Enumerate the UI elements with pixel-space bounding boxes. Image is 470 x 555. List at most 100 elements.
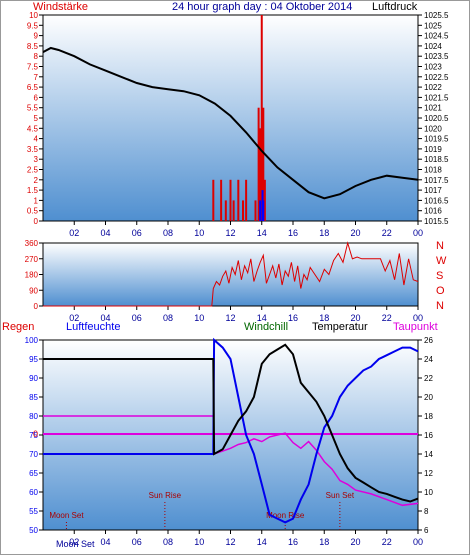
y-tick-label: 8 [34, 52, 39, 61]
wind-bar [262, 107, 265, 221]
y-tick-label: 26 [424, 336, 433, 345]
x-tick-label: 04 [100, 228, 110, 238]
compass-label: N [436, 300, 444, 312]
x-tick-label: 22 [382, 313, 392, 323]
humidity-axis-ticks: 50 55 60 65 70 75 80 85 90 95 100 [25, 336, 43, 535]
compass-label: S [436, 270, 443, 282]
y-tick-label: 6 [34, 93, 39, 102]
legend-rain: Regen [2, 321, 34, 333]
y-tick-label: 3.5 [27, 145, 39, 154]
direction-x-ticks: 02 04 06 08 10 12 14 16 18 20 22 00 [69, 306, 423, 323]
y-tick-label: 8 [424, 507, 429, 516]
y-tick-label: 0 [34, 217, 39, 226]
wind-gust-bars [259, 190, 265, 221]
x-tick-label: 00 [413, 228, 423, 238]
y-tick-label: 6 [424, 526, 429, 535]
y-tick-label: 1025 [424, 21, 442, 30]
chart-title: 24 hour graph day : 04 Oktober 2014 [172, 1, 352, 13]
y-tick-label: 1022 [424, 83, 442, 92]
wind-axis-ticks: 00.5 11.522.5 33.54 4.555.5 66.577.5 88.59 9.5… [27, 11, 43, 226]
humidity-x-ticks: 02 04 06 08 10 12 14 16 18 20 22 00 [69, 530, 423, 547]
y-tick-label: 0 [34, 302, 39, 311]
y-tick-label: 0.5 [27, 207, 39, 216]
x-tick-label: 18 [319, 228, 329, 238]
x-tick-label: 06 [132, 537, 142, 547]
y-tick-label: 55 [29, 507, 38, 516]
y-tick-label: 16 [424, 431, 433, 440]
y-tick-label: 1020.5 [424, 114, 449, 123]
direction-axis-ticks: 0 90 180 270 360 [25, 239, 43, 311]
x-tick-label: 22 [382, 228, 392, 238]
x-tick-label: 16 [288, 313, 298, 323]
y-tick-label: 1024 [424, 42, 442, 51]
x-tick-label: 18 [319, 313, 329, 323]
y-tick-label: 1019 [424, 145, 442, 154]
wind-pressure-chart: Windstärke 24 hour graph day : 04 Oktobe… [27, 1, 449, 238]
x-tick-label: 02 [69, 313, 79, 323]
rain-label: 0 [33, 429, 38, 439]
y-tick-label: 9.5 [27, 21, 39, 30]
y-tick-label: 1017.5 [424, 176, 449, 185]
y-tick-label: 75 [29, 431, 38, 440]
y-tick-label: 3 [34, 155, 39, 164]
astro-events: Moon Set Sun Rise Sun Set Moon Rise [49, 491, 355, 530]
wind-bar [242, 200, 244, 221]
legend-windchill: Windchill [244, 321, 288, 333]
pressure-line [42, 46, 419, 200]
x-tick-label: 14 [257, 228, 267, 238]
y-tick-label: 10 [29, 11, 38, 20]
y-tick-label: 7 [34, 73, 39, 82]
wind-bar [232, 200, 235, 221]
y-tick-label: 14 [424, 450, 433, 459]
y-tick-label: 10 [424, 488, 433, 497]
y-tick-label: 1025.5 [424, 11, 449, 20]
y-tick-label: 85 [29, 393, 38, 402]
x-tick-label: 14 [257, 313, 267, 323]
y-tick-label: 1020 [424, 124, 442, 133]
y-tick-label: 60 [29, 488, 38, 497]
x-tick-label: 00 [413, 313, 423, 323]
x-tick-label: 08 [163, 537, 173, 547]
x-tick-label: 12 [225, 537, 235, 547]
x-tick-label: 00 [413, 537, 423, 547]
y-tick-label: 70 [29, 450, 38, 459]
y-tick-label: 180 [25, 271, 39, 280]
wind-bar [220, 179, 223, 221]
wind-bar [254, 200, 257, 221]
x-tick-label: 06 [132, 228, 142, 238]
y-tick-label: 12 [424, 469, 433, 478]
y-tick-label: 4 [34, 135, 39, 144]
y-tick-label: 1021 [424, 104, 442, 113]
y-tick-label: 22 [424, 374, 433, 383]
wind-bar [245, 179, 248, 221]
x-tick-label: 08 [163, 313, 173, 323]
y-tick-label: 24 [424, 355, 433, 364]
humidity-temperature-chart: Regen Luftfeuchte Windchill Temperatur T… [2, 321, 438, 549]
x-tick-label: 02 [69, 537, 79, 547]
y-tick-label: 2 [34, 176, 39, 185]
y-tick-label: 80 [29, 412, 38, 421]
y-tick-label: 1024.5 [424, 32, 449, 41]
x-tick-label: 06 [132, 313, 142, 323]
wind-bar [224, 200, 227, 221]
x-tick-label: 14 [257, 537, 267, 547]
y-tick-label: 95 [29, 355, 38, 364]
y-tick-label: 90 [29, 286, 38, 295]
y-tick-label: 2.5 [27, 166, 39, 175]
y-tick-label: 5.5 [27, 104, 39, 113]
y-tick-label: 5 [34, 114, 39, 123]
y-tick-label: 1023 [424, 63, 442, 72]
legend-temperature: Temperatur [312, 321, 368, 333]
wind-axis-title: Windstärke [33, 1, 88, 13]
astro-label: Sun Rise [149, 491, 182, 500]
x-tick-label: 22 [382, 537, 392, 547]
y-tick-label: 7.5 [27, 63, 39, 72]
y-tick-label: 1.5 [27, 186, 39, 195]
x-tick-label: 16 [288, 537, 298, 547]
wind-pressure-x-ticks: 02 04 06 08 10 12 14 16 18 20 22 00 [69, 221, 423, 238]
y-tick-label: 1015.5 [424, 217, 449, 226]
y-tick-label: 1016.5 [424, 196, 449, 205]
y-tick-label: 1017 [424, 186, 442, 195]
